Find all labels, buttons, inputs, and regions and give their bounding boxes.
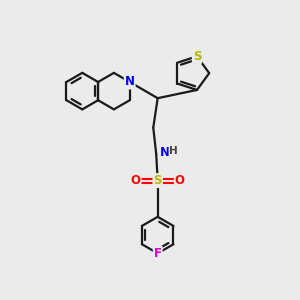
Text: N: N [125, 76, 135, 88]
Text: F: F [154, 247, 162, 260]
Text: S: S [153, 174, 162, 187]
Text: N: N [160, 146, 170, 159]
Text: H: H [169, 146, 178, 156]
Text: S: S [193, 50, 201, 63]
Text: O: O [130, 174, 141, 187]
Text: O: O [175, 174, 185, 187]
